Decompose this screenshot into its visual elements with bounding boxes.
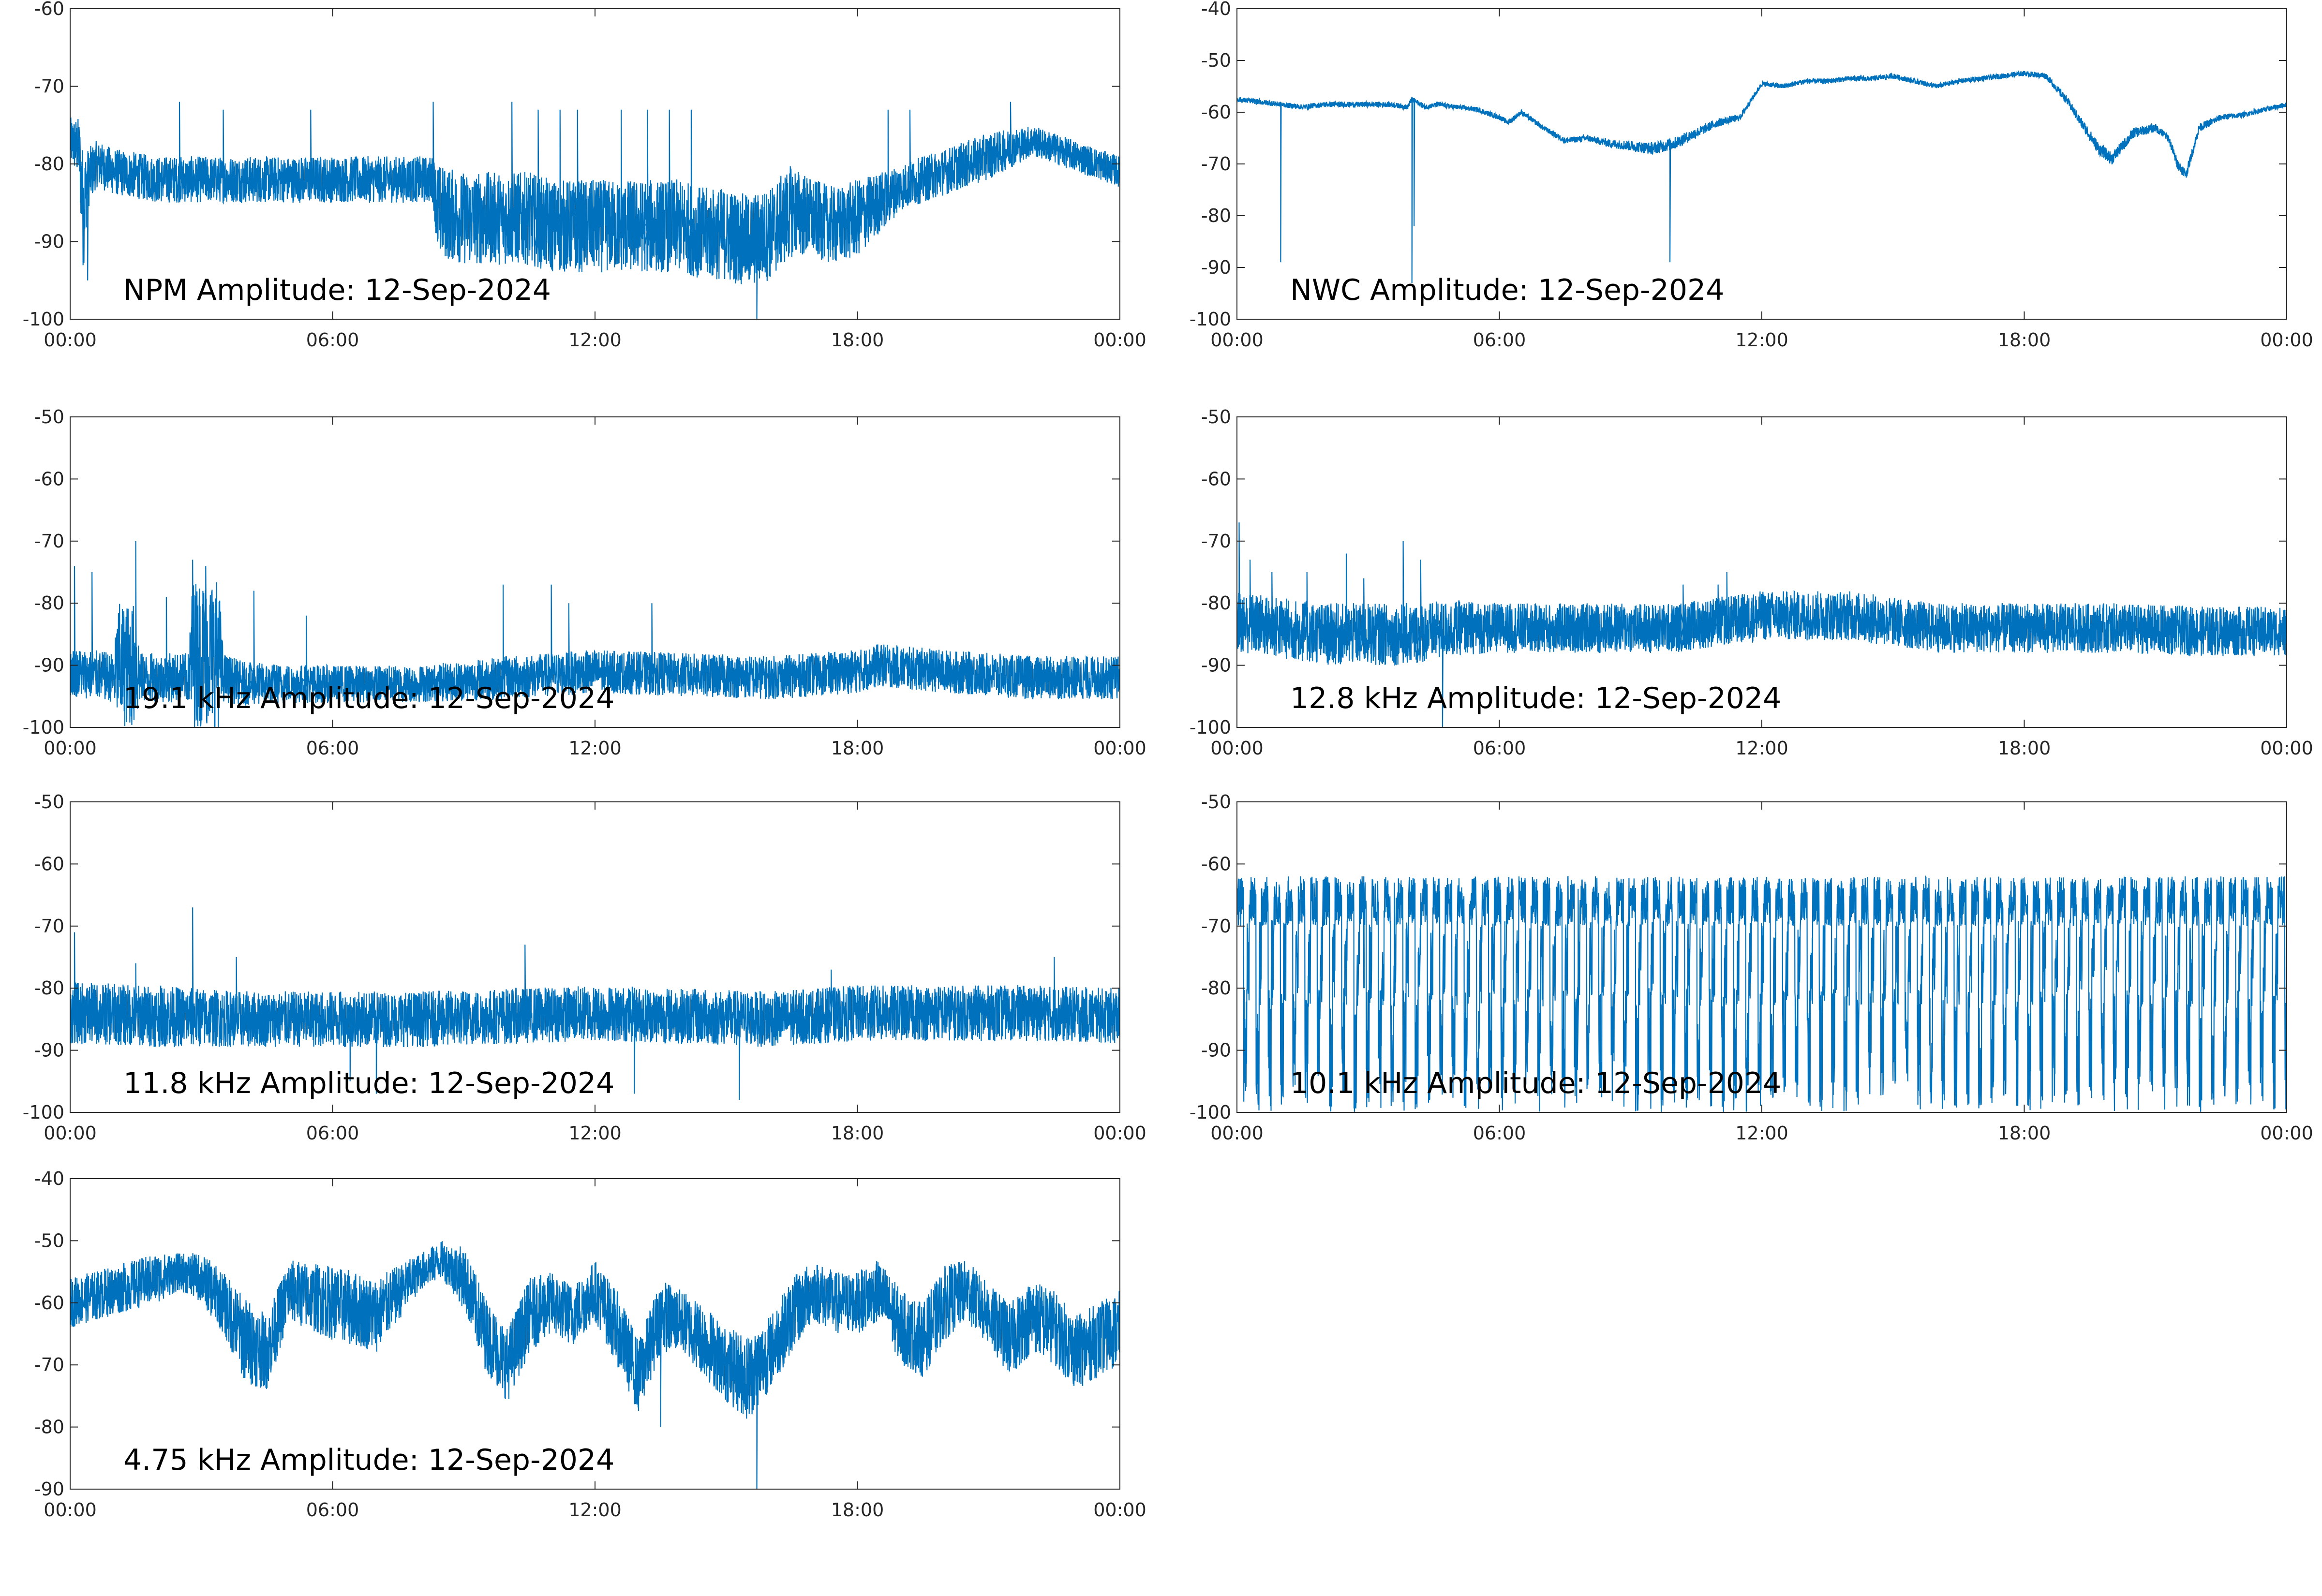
y-tick-label: -70 bbox=[34, 916, 64, 937]
y-tick-label: -80 bbox=[34, 1417, 64, 1438]
x-tick-label: 06:00 bbox=[306, 1499, 359, 1521]
x-tick-label: 00:00 bbox=[44, 738, 97, 759]
x-tick-label: 00:00 bbox=[44, 1123, 97, 1144]
y-tick-label: -90 bbox=[34, 1478, 64, 1500]
chart-title: 10.1 kHz Amplitude: 12-Sep-2024 bbox=[1290, 1066, 1781, 1100]
x-tick-label: 06:00 bbox=[306, 1123, 359, 1144]
x-tick-label: 18:00 bbox=[831, 1123, 884, 1144]
y-tick-label: -50 bbox=[34, 1230, 64, 1251]
y-tick-label: -90 bbox=[34, 655, 64, 676]
y-tick-label: -70 bbox=[1201, 916, 1231, 937]
series-line bbox=[70, 907, 1120, 1100]
x-tick-label: 00:00 bbox=[2260, 738, 2313, 759]
y-tick-label: -80 bbox=[1201, 592, 1231, 614]
x-tick-label: 12:00 bbox=[1735, 1123, 1788, 1144]
chart-title: 19.1 kHz Amplitude: 12-Sep-2024 bbox=[123, 681, 614, 715]
y-tick-label: -60 bbox=[34, 0, 64, 19]
x-tick-label: 12:00 bbox=[1735, 738, 1788, 759]
y-tick-label: -70 bbox=[1201, 153, 1231, 175]
y-tick-label: -40 bbox=[1201, 0, 1231, 19]
x-tick-label: 06:00 bbox=[306, 738, 359, 759]
y-tick-label: -100 bbox=[1190, 1102, 1231, 1123]
y-tick-label: -50 bbox=[1201, 406, 1231, 428]
y-tick-label: -100 bbox=[23, 309, 64, 330]
y-tick-label: -90 bbox=[1201, 655, 1231, 676]
x-tick-label: 00:00 bbox=[44, 1499, 97, 1521]
y-tick-label: -80 bbox=[34, 977, 64, 999]
x-tick-label: 00:00 bbox=[1093, 738, 1146, 759]
y-tick-label: -40 bbox=[34, 1168, 64, 1189]
x-tick-label: 06:00 bbox=[306, 329, 359, 351]
x-tick-label: 00:00 bbox=[1210, 1123, 1264, 1144]
y-tick-label: -50 bbox=[1201, 50, 1231, 71]
y-tick-label: -60 bbox=[34, 468, 64, 489]
x-tick-label: 12:00 bbox=[568, 1123, 622, 1144]
x-tick-label: 12:00 bbox=[568, 1499, 622, 1521]
x-tick-label: 12:00 bbox=[568, 738, 622, 759]
x-tick-label: 00:00 bbox=[1093, 329, 1146, 351]
y-tick-label: -90 bbox=[34, 231, 64, 252]
y-tick-label: -70 bbox=[34, 76, 64, 97]
y-tick-label: -70 bbox=[34, 531, 64, 552]
y-tick-label: -100 bbox=[1190, 309, 1231, 330]
series-line bbox=[70, 541, 1120, 727]
x-tick-label: 12:00 bbox=[568, 329, 622, 351]
y-tick-label: -80 bbox=[34, 153, 64, 175]
y-tick-label: -100 bbox=[23, 1102, 64, 1123]
x-tick-label: 00:00 bbox=[2260, 1123, 2313, 1144]
y-tick-label: -90 bbox=[34, 1040, 64, 1061]
x-tick-label: 18:00 bbox=[831, 738, 884, 759]
x-tick-label: 00:00 bbox=[1210, 329, 1264, 351]
y-tick-label: -100 bbox=[23, 717, 64, 738]
chart-title: 12.8 kHz Amplitude: 12-Sep-2024 bbox=[1290, 681, 1781, 715]
y-tick-label: -70 bbox=[1201, 531, 1231, 552]
y-tick-label: -60 bbox=[34, 853, 64, 874]
x-tick-label: 18:00 bbox=[1998, 1123, 2051, 1144]
y-tick-label: -80 bbox=[34, 592, 64, 614]
x-tick-label: 00:00 bbox=[1093, 1499, 1146, 1521]
y-tick-label: -70 bbox=[34, 1354, 64, 1375]
chart-title: NWC Amplitude: 12-Sep-2024 bbox=[1290, 273, 1724, 307]
x-tick-label: 18:00 bbox=[831, 329, 884, 351]
x-tick-label: 06:00 bbox=[1473, 329, 1526, 351]
x-tick-label: 00:00 bbox=[1093, 1123, 1146, 1144]
y-tick-label: -50 bbox=[34, 406, 64, 428]
x-tick-label: 06:00 bbox=[1473, 1123, 1526, 1144]
x-tick-label: 00:00 bbox=[1210, 738, 1264, 759]
x-tick-label: 00:00 bbox=[44, 329, 97, 351]
chart-title: 11.8 kHz Amplitude: 12-Sep-2024 bbox=[123, 1066, 614, 1100]
x-tick-label: 06:00 bbox=[1473, 738, 1526, 759]
series-line bbox=[1237, 875, 2287, 1112]
y-tick-label: -50 bbox=[34, 791, 64, 813]
y-tick-label: -90 bbox=[1201, 257, 1231, 278]
x-tick-label: 18:00 bbox=[1998, 329, 2051, 351]
series-line bbox=[70, 102, 1120, 319]
y-tick-label: -80 bbox=[1201, 205, 1231, 226]
y-tick-label: -60 bbox=[1201, 468, 1231, 489]
series-line bbox=[1237, 70, 2287, 283]
x-tick-label: 18:00 bbox=[831, 1499, 884, 1521]
y-tick-label: -60 bbox=[1201, 102, 1231, 123]
x-tick-label: 18:00 bbox=[1998, 738, 2051, 759]
y-tick-label: -80 bbox=[1201, 977, 1231, 999]
chart-title: NPM Amplitude: 12-Sep-2024 bbox=[123, 273, 551, 307]
y-tick-label: -50 bbox=[1201, 791, 1231, 813]
series-line bbox=[70, 1241, 1120, 1489]
x-tick-label: 12:00 bbox=[1735, 329, 1788, 351]
chart-title: 4.75 kHz Amplitude: 12-Sep-2024 bbox=[123, 1443, 614, 1477]
y-tick-label: -60 bbox=[1201, 853, 1231, 874]
x-tick-label: 00:00 bbox=[2260, 329, 2313, 351]
y-tick-label: -60 bbox=[34, 1292, 64, 1314]
series-line bbox=[1237, 522, 2287, 727]
y-tick-label: -100 bbox=[1190, 717, 1231, 738]
y-tick-label: -90 bbox=[1201, 1040, 1231, 1061]
